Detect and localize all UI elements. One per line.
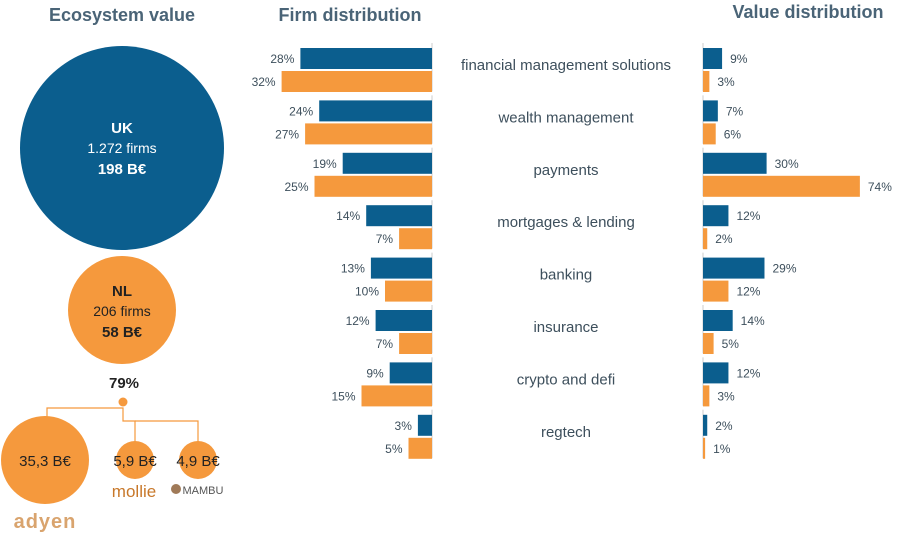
value-bar-label: 2% xyxy=(715,232,733,246)
firm-bar-label: 14% xyxy=(336,209,360,223)
value-bar xyxy=(703,437,706,459)
value-bar xyxy=(703,362,729,384)
uk-firms: 1.272 firms xyxy=(87,140,156,156)
firm-bar-label: 24% xyxy=(289,104,313,118)
nl-circle xyxy=(68,256,176,364)
firm-bar-label: 28% xyxy=(270,52,294,66)
category-label: payments xyxy=(533,162,598,179)
nl-value: 58 B€ xyxy=(102,324,143,341)
category-label: insurance xyxy=(533,319,598,336)
category-label: wealth management xyxy=(497,109,634,126)
category-label: crypto and defi xyxy=(517,371,615,388)
firm-bar xyxy=(342,152,432,174)
firm-bar xyxy=(370,257,432,279)
firm-bar xyxy=(385,280,432,302)
value-bar-label: 12% xyxy=(736,209,760,223)
firm-bar-label: 32% xyxy=(252,75,276,89)
value-bar-label: 74% xyxy=(868,180,892,194)
firm-bar-label: 25% xyxy=(284,180,308,194)
value-bar xyxy=(703,333,714,354)
firm-bar-label: 19% xyxy=(313,157,337,171)
mollie-circle xyxy=(116,441,154,479)
category-label: financial management solutions xyxy=(461,57,671,74)
firm-bar-label: 5% xyxy=(385,442,403,456)
mambu-value: 4,9 B€ xyxy=(176,453,220,470)
value-bar-label: 29% xyxy=(772,262,796,276)
firm-bar-label: 12% xyxy=(346,314,370,328)
firm-bar-label: 13% xyxy=(341,262,365,276)
value-bar xyxy=(703,228,708,250)
uk-circle xyxy=(20,46,224,250)
value-bar xyxy=(703,175,860,197)
firm-bar xyxy=(399,228,432,250)
nl-label: NL xyxy=(112,283,132,300)
value-bar-label: 3% xyxy=(717,389,735,403)
firm-bar xyxy=(389,362,432,384)
mambu-logo: MAMBU xyxy=(183,485,224,497)
connector-dot xyxy=(118,397,128,407)
value-bar xyxy=(703,205,729,227)
nl-firms: 206 firms xyxy=(93,303,151,319)
adyen-logo: adyen xyxy=(14,511,77,533)
ecosystem-title: Ecosystem value xyxy=(49,5,195,25)
value-bar-label: 14% xyxy=(741,314,765,328)
connector-line xyxy=(46,407,136,442)
value-bar xyxy=(703,48,723,69)
firm-bar xyxy=(417,414,432,436)
value-bar-label: 2% xyxy=(715,419,733,433)
value-bar xyxy=(703,257,765,279)
value-bar xyxy=(703,100,718,122)
firm-bar-label: 10% xyxy=(355,285,379,299)
value-bar-label: 1% xyxy=(713,442,731,456)
value-bar xyxy=(703,280,729,302)
value-bar xyxy=(703,123,716,145)
adyen-value: 35,3 B€ xyxy=(19,453,71,470)
firm-bar-label: 9% xyxy=(366,366,384,380)
firm-bar-label: 7% xyxy=(376,337,394,351)
firm-bar xyxy=(375,310,432,331)
category-label: banking xyxy=(540,267,593,284)
firm-bar-label: 3% xyxy=(395,419,413,433)
mambu-circle xyxy=(179,441,217,479)
firm-bar xyxy=(399,333,432,354)
firm-bar xyxy=(361,385,432,407)
firm-bar xyxy=(366,205,432,227)
value-bar xyxy=(703,152,767,174)
value-bar-label: 6% xyxy=(724,127,742,141)
value-bar-label: 12% xyxy=(736,366,760,380)
value-bar xyxy=(703,71,710,92)
connector-line xyxy=(135,420,199,442)
firm-bar xyxy=(305,123,432,145)
mollie-logo: mollie xyxy=(112,482,156,501)
value-bar xyxy=(703,385,710,407)
firm-bar-label: 27% xyxy=(275,127,299,141)
firm-bar xyxy=(281,71,432,92)
firm-distribution-title: Firm distribution xyxy=(279,5,422,25)
value-bar-label: 3% xyxy=(717,75,735,89)
value-bar-label: 9% xyxy=(730,52,748,66)
firm-bar xyxy=(408,437,432,459)
mollie-value: 5,9 B€ xyxy=(113,453,157,470)
value-bar-label: 7% xyxy=(726,104,744,118)
firm-bar-label: 15% xyxy=(331,389,355,403)
category-label: mortgages & lending xyxy=(497,214,635,231)
mambu-logo-icon xyxy=(171,484,181,494)
uk-label: UK xyxy=(111,120,133,137)
value-bar-label: 30% xyxy=(775,157,799,171)
firm-bar xyxy=(300,48,432,69)
firm-bar xyxy=(319,100,432,122)
value-bar xyxy=(703,414,708,436)
value-bar-label: 12% xyxy=(736,285,760,299)
firm-bar-label: 7% xyxy=(376,232,394,246)
adyen-circle xyxy=(1,416,89,504)
uk-value: 198 B€ xyxy=(98,161,147,178)
firm-bar xyxy=(314,175,432,197)
category-label: regtech xyxy=(541,424,591,441)
share-label: 79% xyxy=(109,375,139,392)
value-bar-label: 5% xyxy=(722,337,740,351)
value-bar xyxy=(703,310,733,331)
value-distribution-title: Value distribution xyxy=(732,2,883,22)
